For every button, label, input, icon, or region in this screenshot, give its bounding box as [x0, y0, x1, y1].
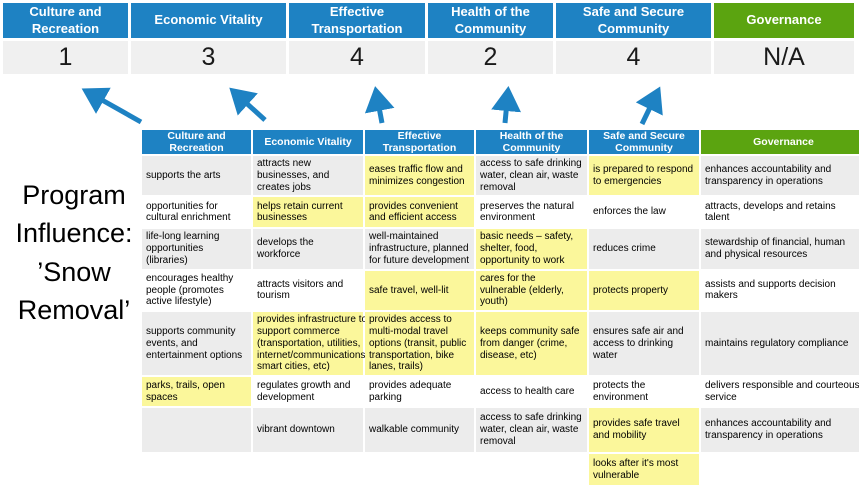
matrix-cell — [142, 408, 251, 453]
matrix-cell: helps retain current businesses — [253, 197, 363, 228]
matrix-cell: ensures safe air and access to drinking … — [589, 312, 699, 376]
program-influence-line-2: Influence: — [15, 218, 133, 249]
matrix-cell — [365, 454, 474, 485]
matrix-cell: provides access to multi-modal travel op… — [365, 312, 474, 376]
summary-header-safe-and-secure-community: Safe and Secure Community — [556, 3, 711, 38]
matrix-table: Culture and Recreation Economic Vitality E… — [142, 130, 859, 485]
summary-header-health-of-the-community: Health of the Community — [428, 3, 553, 38]
matrix-cell — [701, 454, 859, 485]
summary-score-safe-and-secure-community: 4 — [556, 41, 711, 74]
matrix-cell: vibrant downtown — [253, 408, 363, 453]
arrow-icon-economic-vitality — [229, 87, 267, 122]
summary-header-effective-transportation: Effective Transportation — [289, 3, 425, 38]
matrix-cell: stewardship of financial, human and phys… — [701, 229, 859, 269]
program-influence-line-1: Program — [22, 180, 126, 210]
summary-score-culture-and-recreation: 1 — [3, 41, 128, 74]
matrix-cell: preserves the natural environment — [476, 197, 587, 228]
matrix-cell: enhances accountability and transparency… — [701, 408, 859, 453]
program-influence-line-4: Removal’ — [17, 294, 131, 325]
matrix-cell: maintains regulatory compliance — [701, 312, 859, 376]
summary-header-culture-and-recreation: Culture and Recreation — [3, 3, 128, 38]
matrix-header: Culture and Recreation — [142, 130, 251, 154]
matrix-cell: provides safe travel and mobility — [589, 408, 699, 453]
matrix-cell: looks after it's most vulnerable — [589, 454, 699, 485]
matrix-header: Safe and Secure Community — [589, 130, 699, 154]
program-influence-line-3: ’Snow — [37, 256, 111, 287]
matrix-cell: attracts visitors and tourism — [253, 270, 363, 311]
summary-score-health-of-the-community: 2 — [428, 41, 553, 74]
program-influence-label: Program Influence: ’Snow Removal’ — [0, 176, 148, 329]
summary-header-economic-vitality: Economic Vitality — [131, 3, 286, 38]
matrix-cell: cares for the vulnerable (elderly, youth… — [476, 270, 587, 311]
matrix-cell: life-long learning opportunities (librar… — [142, 229, 251, 269]
matrix-cell: basic needs – safety, shelter, food, opp… — [476, 229, 587, 269]
matrix-cell: well-maintained infrastructure, planned … — [365, 229, 474, 269]
matrix-header: Governance — [701, 130, 859, 154]
matrix-cell: reduces crime — [589, 229, 699, 269]
matrix-cell: safe travel, well-lit — [365, 270, 474, 311]
matrix-cell: opportunities for cultural enrichment — [142, 197, 251, 228]
matrix-cell: walkable community — [365, 408, 474, 453]
matrix-cell: attracts new businesses, and creates job… — [253, 156, 363, 196]
matrix-cell: provides convenient and efficient access — [365, 197, 474, 228]
matrix-header: Economic Vitality — [253, 130, 363, 154]
matrix-cell: access to safe drinking water, clean air… — [476, 408, 587, 453]
arrow-icon-health-of-the-community — [491, 86, 522, 124]
matrix-cell: access to health care — [476, 377, 587, 407]
matrix-cell: assists and supports decision makers — [701, 270, 859, 311]
summary-score-economic-vitality: 3 — [131, 41, 286, 74]
summary-score-governance: N/A — [714, 41, 854, 74]
matrix-header: Health of the Community — [476, 130, 587, 154]
arrow-icon-effective-transportation — [364, 86, 395, 124]
matrix-cell: regulates growth and development — [253, 377, 363, 407]
matrix-cell: eases traffic flow and minimizes congest… — [365, 156, 474, 196]
matrix-cell: provides infrastructure to support comme… — [253, 312, 368, 376]
matrix-cell: keeps community safe from danger (crime,… — [476, 312, 587, 376]
matrix-cell: enforces the law — [589, 197, 699, 228]
matrix-cell: supports the arts — [142, 156, 251, 196]
matrix-cell: parks, trails, open spaces — [142, 377, 251, 407]
summary-band: Culture and Recreation Economic Vitality… — [3, 3, 854, 74]
matrix-cell — [253, 454, 363, 485]
matrix-cell: is prepared to respond to emergencies — [589, 156, 699, 196]
summary-score-effective-transportation: 4 — [289, 41, 425, 74]
summary-header-governance: Governance — [714, 3, 854, 38]
arrow-icon-culture-and-recreation — [81, 87, 143, 125]
matrix-cell — [142, 454, 251, 485]
matrix-cell: protects the environment — [589, 377, 699, 407]
matrix-cell: provides adequate parking — [365, 377, 474, 407]
matrix-cell: protects property — [589, 270, 699, 311]
matrix-cell — [476, 454, 587, 485]
matrix-cell: delivers responsible and courteous servi… — [701, 377, 859, 407]
matrix-header: Effective Transportation — [365, 130, 474, 154]
arrow-icon-safe-and-secure-community — [635, 86, 663, 126]
arrows-band — [81, 86, 663, 126]
matrix-cell: develops the workforce — [253, 229, 363, 269]
matrix-cell: enhances accountability and transparency… — [701, 156, 859, 196]
matrix-cell: encourages healthy people (promotes acti… — [142, 270, 251, 311]
matrix-cell: access to safe drinking water, clean air… — [476, 156, 587, 196]
matrix-cell: attracts, develops and retains talent — [701, 197, 859, 228]
matrix-cell: supports community events, and entertain… — [142, 312, 251, 376]
